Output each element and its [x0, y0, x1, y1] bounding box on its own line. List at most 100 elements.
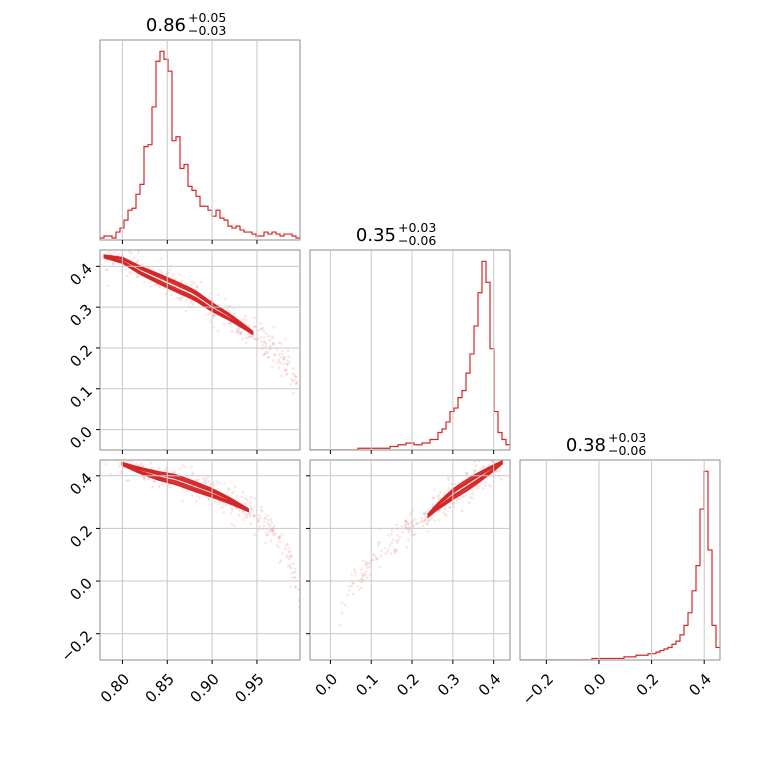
- sample-point: [170, 294, 173, 297]
- sample-point: [350, 584, 353, 588]
- y-tick-label: 0.0: [66, 423, 96, 453]
- sample-point: [489, 484, 493, 488]
- sample-point: [264, 345, 267, 348]
- y-axis-2-0: −0.2 0.0 0.2 0.4: [58, 469, 100, 665]
- sample-point: [426, 522, 429, 526]
- sample-point: [244, 314, 248, 318]
- sample-point: [291, 562, 295, 565]
- sample-point: [360, 577, 364, 581]
- sample-point: [270, 539, 273, 543]
- sample-point: [290, 572, 294, 575]
- sample-point: [157, 284, 161, 288]
- sample-point: [284, 337, 287, 341]
- sample-point: [262, 341, 266, 345]
- sample-point: [264, 531, 268, 535]
- sample-point: [230, 507, 233, 510]
- y-tick-label: 0.1: [66, 382, 96, 412]
- sample-point: [206, 313, 210, 316]
- sample-point: [364, 560, 368, 564]
- sample-point: [498, 454, 501, 457]
- sample-point: [473, 469, 477, 473]
- sample-point: [433, 488, 436, 491]
- sample-point: [405, 520, 408, 524]
- sample-point: [285, 554, 289, 557]
- sample-point: [267, 518, 270, 522]
- sample-point: [259, 335, 263, 339]
- sample-point: [147, 477, 150, 480]
- param-title-0: 0.86 +0.05−0.03: [146, 10, 226, 38]
- sample-point: [421, 520, 425, 523]
- sample-point: [157, 467, 161, 470]
- sample-point: [133, 256, 136, 260]
- grid-1-1: [329, 250, 495, 450]
- sample-point: [207, 480, 210, 484]
- sample-point: [395, 523, 398, 527]
- sample-point: [209, 292, 212, 296]
- sample-point: [404, 519, 407, 522]
- sample-point: [249, 334, 253, 337]
- sample-point: [352, 582, 355, 585]
- sample-point: [481, 465, 485, 469]
- sample-point: [274, 353, 277, 357]
- sample-point: [438, 509, 441, 512]
- sample-point: [280, 374, 283, 378]
- sample-point: [204, 482, 208, 485]
- sample-point: [343, 603, 347, 607]
- sample-point: [208, 311, 212, 315]
- sample-point: [250, 335, 254, 339]
- sample-point: [202, 479, 206, 483]
- sample-point: [424, 512, 427, 516]
- y-axis-1-0: 0.0 0.1 0.2 0.3 0.4: [66, 260, 100, 453]
- sample-point: [453, 501, 456, 505]
- sample-point: [233, 312, 236, 315]
- sample-point: [233, 524, 236, 528]
- sample-point: [113, 251, 117, 254]
- sample-point: [361, 573, 364, 577]
- sample-point: [422, 512, 426, 516]
- sample-point: [294, 375, 298, 379]
- param-title-1: 0.35 +0.03−0.06: [356, 220, 436, 248]
- sample-point: [235, 330, 238, 334]
- sample-point: [277, 341, 281, 345]
- sample-point: [290, 377, 293, 381]
- sample-point: [396, 533, 399, 537]
- sample-point: [160, 257, 163, 260]
- sample-point: [468, 496, 472, 499]
- title-value: 0.86: [146, 15, 186, 36]
- sample-point: [278, 540, 282, 543]
- sample-point: [247, 335, 251, 339]
- sample-point: [235, 495, 239, 498]
- sample-point: [346, 593, 349, 597]
- sample-point: [295, 380, 299, 384]
- sample-point: [216, 480, 219, 483]
- sample-point: [213, 314, 216, 317]
- sample-point: [195, 285, 199, 289]
- sample-point: [280, 352, 284, 356]
- sample-point: [244, 322, 248, 325]
- sample-point: [284, 556, 288, 559]
- sample-point: [260, 510, 264, 513]
- sample-point: [244, 497, 247, 500]
- sample-point: [262, 520, 266, 524]
- x-axis-0-1: [121, 450, 258, 454]
- sample-point: [391, 538, 395, 542]
- sample-point: [117, 464, 121, 468]
- sample-point: [136, 252, 140, 255]
- sample-point: [294, 585, 298, 589]
- grid-2-1: [310, 460, 510, 660]
- sample-point: [181, 464, 184, 467]
- x-tick-label: 0.90: [187, 670, 223, 706]
- sample-point: [487, 483, 491, 487]
- sample-point: [272, 528, 275, 532]
- sample-point: [284, 368, 287, 371]
- sample-point: [448, 505, 452, 509]
- sample-point: [134, 443, 137, 446]
- sample-point: [223, 297, 227, 301]
- sample-point: [393, 550, 397, 553]
- sample-point: [471, 492, 474, 495]
- panel-frame: [99, 249, 301, 451]
- title-plus: +0.03: [398, 220, 436, 235]
- sample-point: [178, 273, 181, 277]
- sample-point: [289, 549, 292, 553]
- sample-point: [270, 528, 274, 532]
